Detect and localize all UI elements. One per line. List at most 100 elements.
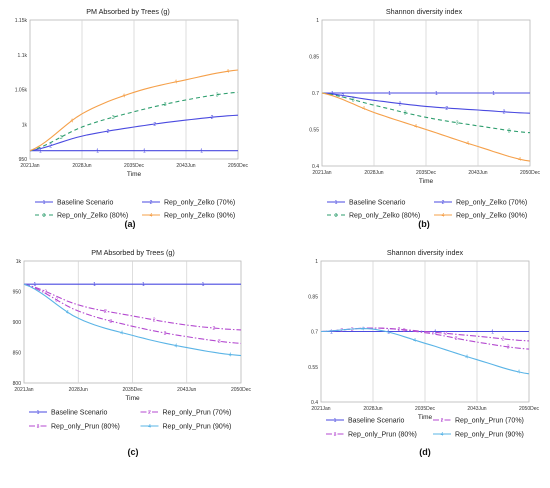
series-marker-2: 2 xyxy=(444,331,447,337)
panel-caption: (c) xyxy=(128,447,139,457)
legend-label: Baseline Scenario xyxy=(348,418,405,425)
y-tick-label: 1 xyxy=(316,18,319,24)
series-line-4 xyxy=(321,92,531,162)
series-marker-3: 3 xyxy=(507,345,510,351)
legend-marker: 2 xyxy=(150,200,153,206)
legend-marker: 3 xyxy=(334,432,337,438)
x-tick-label: 2035Dec xyxy=(122,387,143,393)
series-marker-1: 1 xyxy=(39,148,42,154)
chart-title: Shannon diversity index xyxy=(386,7,463,16)
series-marker-4: 4 xyxy=(174,80,177,86)
series-marker-1: 1 xyxy=(434,329,437,335)
legend-label: Rep_only_Prun (70%) xyxy=(455,418,524,425)
series-marker-2: 2 xyxy=(445,106,448,112)
legend-label: Baseline Scenario xyxy=(51,410,108,417)
y-tick-label: 800 xyxy=(13,381,22,387)
x-tick-label: 2043Jun xyxy=(177,387,196,393)
y-tick-label: 1.05k xyxy=(15,88,28,94)
series-marker-4: 4 xyxy=(518,157,521,163)
series-marker-1: 1 xyxy=(491,329,494,335)
series-marker-2: 2 xyxy=(107,129,110,135)
legend-marker: 2 xyxy=(148,410,151,416)
chart-panel-2: Shannon diversity index 0.4 0.55 0.7 0.85 1 20… xyxy=(309,7,540,229)
series-marker-3: 3 xyxy=(55,298,58,304)
series-marker-3: 3 xyxy=(218,339,221,345)
x-axis-label: Time xyxy=(127,171,142,178)
series-marker-1: 1 xyxy=(33,282,36,288)
panel-caption: (d) xyxy=(419,447,431,457)
x-tick-label: 2028Jun xyxy=(69,387,88,393)
y-tick-label: 0.55 xyxy=(308,365,318,371)
series-marker-1: 1 xyxy=(435,91,438,97)
x-tick-label: 2035Dec xyxy=(415,406,436,412)
y-tick-label: 950 xyxy=(13,290,22,296)
series-marker-3: 3 xyxy=(109,319,112,325)
series-marker-1: 1 xyxy=(96,148,99,154)
y-tick-label: 0.85 xyxy=(309,55,319,61)
series-marker-2: 2 xyxy=(340,328,343,334)
legend-label: Rep_only_Zelko (80%) xyxy=(349,213,420,220)
legend-marker: 4 xyxy=(442,213,445,219)
x-tick-label: 2021Jan xyxy=(312,170,331,176)
series-marker-1: 1 xyxy=(200,148,203,154)
series-marker-3: 3 xyxy=(403,328,406,334)
series-line-4 xyxy=(29,69,239,152)
y-tick-label: 1.1k xyxy=(18,53,28,59)
x-tick-label: 2021Jan xyxy=(311,406,330,412)
series-marker-4: 4 xyxy=(120,330,123,336)
series-marker-4: 4 xyxy=(414,124,417,130)
chart-panel-4: Shannon diversity index 0.4 0.55 0.7 0.85 1 20… xyxy=(308,248,539,457)
series-marker-2: 2 xyxy=(44,289,47,295)
legend-marker: 1 xyxy=(335,200,338,206)
chart-panel-1: PM Absorbed by Trees (g) 950 1k 1.05k 1.1k 1.… xyxy=(15,7,249,229)
x-tick-label: 2043Jun xyxy=(176,163,195,169)
y-tick-label: 1 xyxy=(315,259,318,265)
legend-label: Rep_only_Zelko (90%) xyxy=(164,213,235,220)
panel-caption: (b) xyxy=(418,219,430,229)
legend-label: Rep_only_Zelko (70%) xyxy=(456,200,527,207)
x-tick-label: 2021Jan xyxy=(20,163,39,169)
series-marker-2: 2 xyxy=(503,110,506,116)
legend-label: Baseline Scenario xyxy=(349,200,406,207)
x-axis-label: Time xyxy=(418,414,433,421)
y-tick-label: 850 xyxy=(13,351,22,357)
y-tick-label: 0.7 xyxy=(312,91,319,97)
series-marker-1: 1 xyxy=(492,91,495,97)
series-marker-1: 1 xyxy=(330,329,333,335)
series-line-2 xyxy=(23,283,242,331)
series-marker-1: 1 xyxy=(202,282,205,288)
series-marker-4: 4 xyxy=(362,106,365,112)
y-tick-label: 1k xyxy=(22,122,28,128)
legend-marker: 1 xyxy=(37,410,40,416)
chart-title: PM Absorbed by Trees (g) xyxy=(91,248,175,257)
x-tick-label: 2028Jun xyxy=(72,163,91,169)
y-tick-label: 0.55 xyxy=(309,128,319,134)
series-marker-3: 3 xyxy=(508,128,511,134)
series-marker-4: 4 xyxy=(226,69,229,75)
series-marker-2: 2 xyxy=(212,326,215,332)
legend-label: Rep_only_Zelko (80%) xyxy=(57,213,128,220)
series-marker-3: 3 xyxy=(404,111,407,117)
x-tick-label: 2043Jun xyxy=(467,406,486,412)
x-tick-label: 2043Jun xyxy=(468,170,487,176)
series-line-3 xyxy=(321,92,531,134)
x-tick-label: 2028Jun xyxy=(363,406,382,412)
y-tick-label: 1k xyxy=(16,259,22,265)
series-marker-2: 2 xyxy=(153,318,156,324)
series-marker-3: 3 xyxy=(60,135,63,141)
series-line-4 xyxy=(23,283,242,357)
legend-marker: 3 xyxy=(43,213,46,219)
series-marker-1: 1 xyxy=(142,282,145,288)
legend-label: Rep_only_Zelko (90%) xyxy=(456,213,527,220)
series-marker-3: 3 xyxy=(216,92,219,98)
series-marker-1: 1 xyxy=(93,282,96,288)
chart-panel-3: PM Absorbed by Trees (g) 800 850 900 950 1k 20… xyxy=(13,248,252,457)
x-tick-label: 2035Dec xyxy=(124,163,145,169)
series-marker-4: 4 xyxy=(66,310,69,316)
legend-marker: 4 xyxy=(148,424,151,430)
x-tick-label: 2050Dec xyxy=(520,170,541,176)
series-line-2 xyxy=(29,114,239,152)
legend-marker: 4 xyxy=(441,432,444,438)
y-tick-label: 0.4 xyxy=(312,164,319,170)
